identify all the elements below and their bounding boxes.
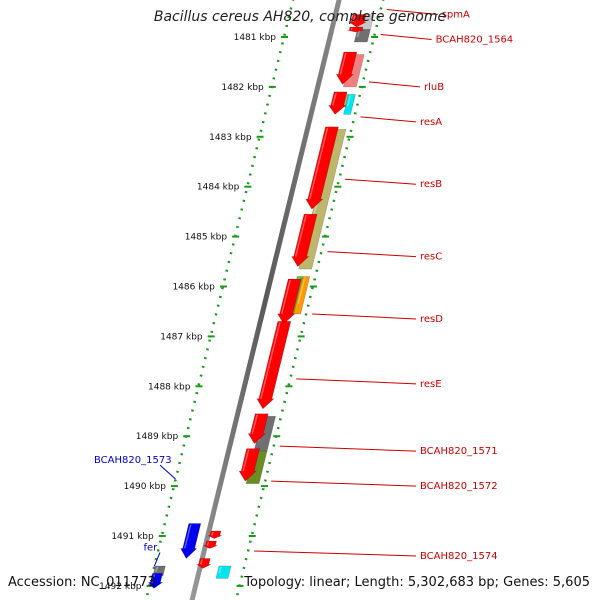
gene-arrow xyxy=(348,14,367,28)
gene-label-fer[interactable]: fer xyxy=(144,542,159,553)
kbp-label: 1482 kbp xyxy=(221,83,264,93)
gene-leader-line xyxy=(380,34,432,41)
cds-block xyxy=(353,29,371,43)
gene-arrow xyxy=(335,51,358,85)
gene-arrow-sheen xyxy=(352,15,356,23)
gene-label-resb[interactable]: resB xyxy=(420,179,442,190)
gene-arrow-sheen xyxy=(339,52,347,75)
gene-leader-line xyxy=(153,552,161,567)
gene-arrow xyxy=(207,530,222,539)
kbp-label: 1489 kbp xyxy=(136,432,179,442)
gene-label-rese[interactable]: resE xyxy=(420,379,442,390)
kbp-label: 1485 kbp xyxy=(185,233,228,243)
gene-arrow xyxy=(291,213,318,268)
gene-label-resd[interactable]: resD xyxy=(420,314,443,325)
kbp-label: 1484 kbp xyxy=(197,183,240,193)
gene-label-bcah820-1573[interactable]: BCAH820_1573 xyxy=(94,455,172,466)
gene-arrow-sheen xyxy=(350,27,353,31)
gene-arrow-sheen xyxy=(151,574,156,583)
gene-arrow xyxy=(147,573,164,589)
gene-leader-line xyxy=(345,178,417,185)
gene-arrow xyxy=(328,91,348,115)
gene-arrow xyxy=(256,321,292,410)
kbp-label: 1492 kbp xyxy=(99,582,142,592)
gene-leader-line xyxy=(327,251,417,258)
gene-arrow xyxy=(247,413,269,445)
summary-text: Topology: linear; Length: 5,302,683 bp; … xyxy=(244,575,590,590)
gene-arrow xyxy=(305,126,339,210)
gene-arrow-sheen xyxy=(332,92,337,106)
cds-block-sheen xyxy=(218,566,222,574)
accession-text: Accession: NC_011773 xyxy=(8,575,156,590)
gene-arrow xyxy=(203,540,218,549)
gene-arrow xyxy=(347,26,365,33)
kbp-label: 1491 kbp xyxy=(111,532,154,542)
gene-label-bcah820-1571[interactable]: BCAH820_1571 xyxy=(420,446,498,457)
gene-arrow-sheen xyxy=(260,322,281,399)
gene-label-resa[interactable]: resA xyxy=(420,117,442,128)
cds-block xyxy=(215,565,232,579)
gene-arrow-sheen xyxy=(309,127,329,200)
gene-arrow-sheen xyxy=(200,559,203,565)
gene-label-bcah820-1574[interactable]: BCAH820_1574 xyxy=(420,551,498,562)
track-layer xyxy=(144,0,385,600)
gene-arrow xyxy=(277,278,302,325)
gene-arrow xyxy=(195,558,211,569)
kbp-label: 1486 kbp xyxy=(172,283,215,293)
gene-arrow-sheen xyxy=(280,279,291,315)
kbp-label: 1483 kbp xyxy=(209,133,252,143)
ruler-dotted-line-right xyxy=(234,0,385,600)
cds-block-sheen xyxy=(356,30,361,38)
kbp-label: 1487 kbp xyxy=(160,332,203,342)
gene-arrow-sheen xyxy=(251,414,258,434)
gene-arrow-sheen xyxy=(183,524,192,549)
gene-arrow-sheen xyxy=(242,449,250,472)
gene-leader-line xyxy=(312,313,417,320)
track-band xyxy=(184,0,370,600)
gene-arrow xyxy=(180,523,202,559)
cds-block-sheen xyxy=(346,95,352,107)
gene-leader-line xyxy=(386,9,438,16)
gene-label-spma[interactable]: spmA xyxy=(442,10,470,21)
gene-leader-line xyxy=(296,378,417,385)
gene-arrow-sheen xyxy=(294,214,307,257)
gene-leader-line xyxy=(368,81,421,88)
ruler-dotted-line-left xyxy=(144,0,295,600)
gene-arrow xyxy=(238,448,261,482)
cds-block xyxy=(293,276,311,315)
gene-leader-line xyxy=(271,480,417,487)
gene-arrow-sheen xyxy=(211,531,214,536)
gene-leader-line xyxy=(159,464,176,480)
genome-title: Bacillus cereus AH820, complete genome xyxy=(153,9,447,25)
gene-leader-line xyxy=(254,550,417,557)
genome-backbone xyxy=(189,0,342,600)
gene-label-bcah820-1564[interactable]: BCAH820_1564 xyxy=(436,35,514,46)
cds-block xyxy=(343,94,356,115)
kbp-label: 1488 kbp xyxy=(148,382,191,392)
gene-arrow-sheen xyxy=(206,541,210,546)
cds-block-sheen xyxy=(297,277,306,305)
feature-layer xyxy=(147,14,375,589)
gene-leader-line xyxy=(360,116,417,123)
kbp-label: 1481 kbp xyxy=(234,33,277,43)
gene-leader-line xyxy=(279,445,417,452)
gene-label-bcah820-1572[interactable]: BCAH820_1572 xyxy=(420,481,498,492)
cds-block-sheen xyxy=(155,566,159,573)
gene-label-resc[interactable]: resC xyxy=(420,252,442,263)
kbp-label: 1490 kbp xyxy=(124,482,167,492)
label-layer: 1481 kbp 1482 kbp 1483 kbp 1484 kbp 1485 kbp… xyxy=(94,9,514,592)
gene-label-rlub[interactable]: rluB xyxy=(424,82,444,93)
